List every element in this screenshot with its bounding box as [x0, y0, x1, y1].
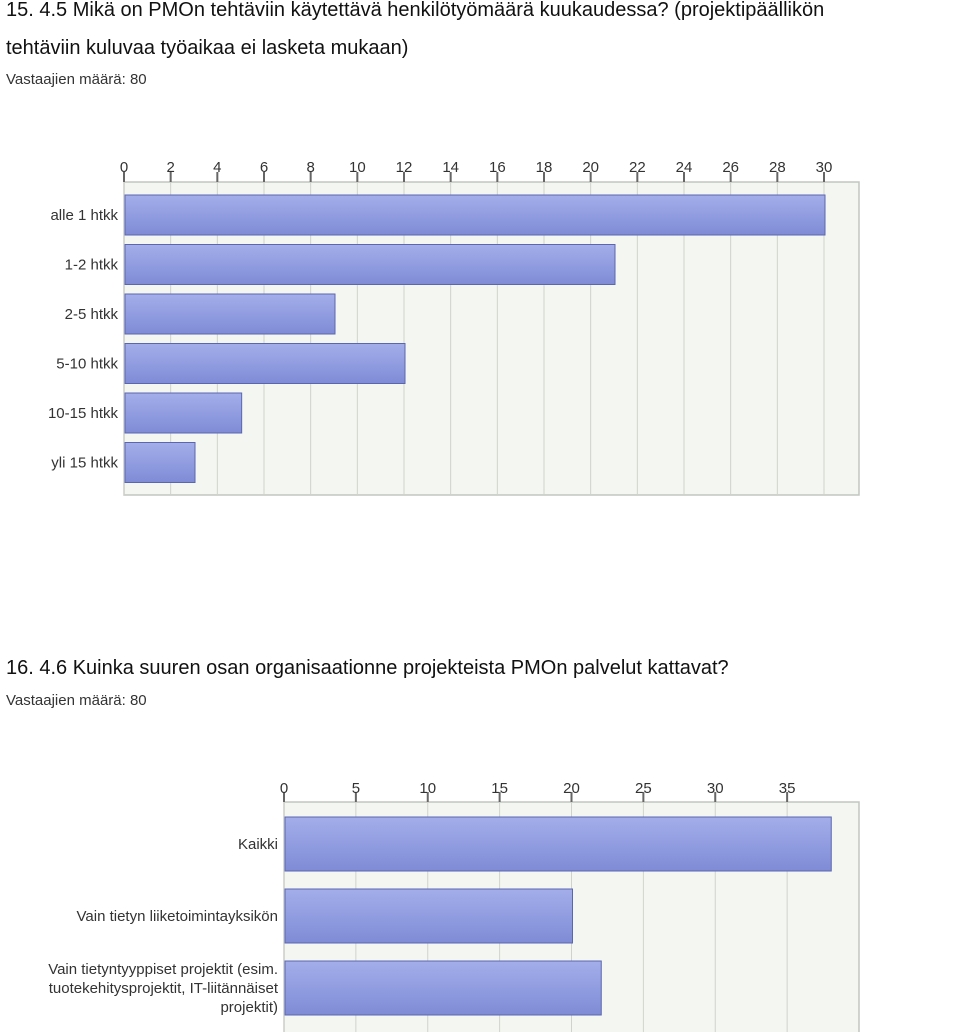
x-tick-label: 2 [166, 159, 174, 176]
bar [284, 960, 602, 1016]
question-15-title-line1: 15. 4.5 Mikä on PMOn tehtäviin käytettäv… [6, 0, 825, 21]
x-tick-label: 26 [722, 159, 739, 176]
bar [124, 244, 616, 285]
x-tick-label: 18 [536, 159, 553, 176]
x-tick-label: 30 [707, 780, 724, 797]
category-label: 1-2 htkk [65, 257, 119, 274]
question-15-title-line2: tehtäviin kuluvaa työaikaa ei lasketa mu… [6, 37, 409, 59]
x-tick-label: 30 [816, 159, 833, 176]
category-label: yli 15 htkk [51, 455, 118, 472]
chart-pmo-coverage: 0 5 10 15 20 25 30 35 Kaikki Vain tietyn liiketoi… [48, 780, 860, 1032]
x-tick-label: 16 [489, 159, 506, 176]
x-tick-label: 20 [563, 780, 580, 797]
x-tick-label: 24 [676, 159, 693, 176]
category-label: alle 1 htkk [50, 207, 118, 224]
x-tick-label: 14 [442, 159, 459, 176]
category-label: Kaikki [238, 836, 278, 853]
category-label: tuotekehitysprojektit, IT-liitännäiset [49, 980, 279, 997]
x-tick-label: 4 [213, 159, 221, 176]
category-label: Vain tietyntyyppiset projektit (esim. [48, 961, 278, 978]
bar [124, 442, 196, 483]
bar [284, 888, 573, 944]
x-tick-label: 35 [779, 780, 796, 797]
category-label: projektit) [220, 999, 278, 1016]
x-tick-label: 0 [120, 159, 128, 176]
category-label: 2-5 htkk [65, 306, 119, 323]
question-16-respondent-count: Vastaajien määrä: 80 [6, 692, 147, 709]
category-label: 5-10 htkk [56, 356, 118, 373]
question-16-title: 16. 4.6 Kuinka suuren osan organisaation… [6, 657, 729, 679]
x-tick-label: 12 [396, 159, 413, 176]
x-tick-label: 20 [582, 159, 599, 176]
bar [124, 392, 243, 434]
category-label: 10-15 htkk [48, 405, 119, 422]
x-tick-label: 28 [769, 159, 786, 176]
x-tick-label: 8 [306, 159, 314, 176]
bar [124, 343, 406, 384]
x-tick-label: 15 [491, 780, 508, 797]
x-tick-label: 22 [629, 159, 646, 176]
x-tick-label: 6 [260, 159, 268, 176]
question-15-respondent-count: Vastaajien määrä: 80 [6, 71, 147, 88]
x-tick-label: 10 [349, 159, 366, 176]
bar [124, 194, 826, 236]
x-tick-label: 0 [280, 780, 288, 797]
bar [124, 293, 336, 335]
x-tick-label: 10 [419, 780, 436, 797]
x-tick-label: 25 [635, 780, 652, 797]
bar [284, 816, 832, 872]
x-tick-label: 5 [352, 780, 360, 797]
category-label: Vain tietyn liiketoimintayksikön [77, 908, 278, 925]
